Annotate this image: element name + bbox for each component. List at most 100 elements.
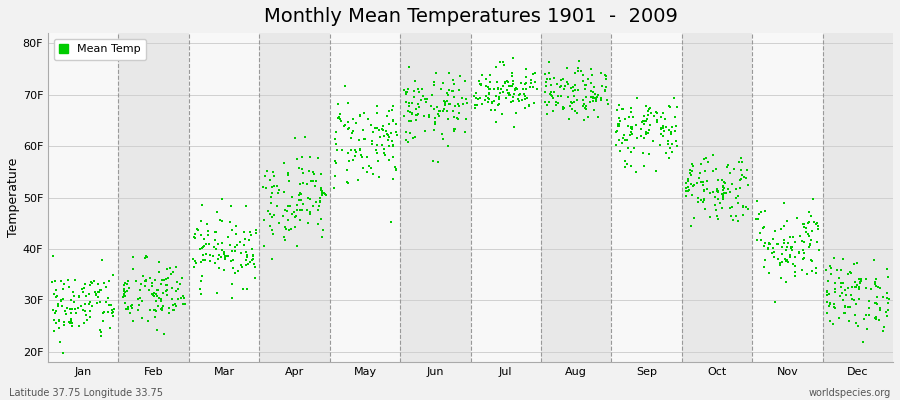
Point <box>630 95 644 102</box>
Point <box>834 284 849 290</box>
Point <box>399 98 413 105</box>
Point <box>266 184 280 190</box>
Point <box>867 256 881 263</box>
Point <box>349 120 364 126</box>
Point <box>504 83 518 89</box>
Point <box>507 91 521 97</box>
Point <box>356 110 371 116</box>
Point <box>498 61 512 68</box>
Point <box>836 310 850 316</box>
Point <box>503 92 517 98</box>
Point <box>348 149 363 155</box>
Point <box>500 86 515 93</box>
Point <box>310 178 324 184</box>
Point <box>538 83 553 90</box>
Point <box>615 140 629 146</box>
Point <box>618 158 633 165</box>
Point <box>506 77 520 84</box>
Point <box>404 100 419 106</box>
Point <box>294 154 309 160</box>
Point <box>864 286 878 292</box>
Point <box>650 117 664 123</box>
Point <box>266 227 280 233</box>
Point <box>277 206 292 213</box>
Point <box>410 111 424 118</box>
Point <box>725 181 740 188</box>
Point <box>270 182 284 189</box>
Point <box>734 155 748 162</box>
Point <box>842 268 857 275</box>
Point <box>828 304 842 311</box>
Point <box>451 101 465 107</box>
Point <box>68 277 82 284</box>
Point <box>436 106 451 112</box>
Point <box>716 185 731 191</box>
Point <box>788 272 803 279</box>
Point <box>331 114 346 121</box>
Point <box>313 216 328 222</box>
Point <box>693 170 707 176</box>
Point <box>56 296 70 303</box>
Point <box>656 125 670 132</box>
Point <box>763 240 778 247</box>
Point <box>588 91 602 98</box>
Point <box>290 207 304 214</box>
Point <box>847 312 861 318</box>
Point <box>149 298 164 304</box>
Point <box>166 296 180 302</box>
Point <box>427 106 441 112</box>
Point <box>217 250 231 257</box>
Point <box>125 305 140 312</box>
Point <box>289 212 303 219</box>
Point <box>524 76 538 83</box>
Point <box>65 323 79 329</box>
Point <box>873 304 887 311</box>
Point <box>399 137 413 144</box>
Point <box>187 264 202 270</box>
Point <box>50 287 64 294</box>
Point <box>177 301 192 308</box>
Point <box>757 223 771 230</box>
Point <box>101 295 115 301</box>
Bar <box>752 33 823 362</box>
Point <box>425 91 439 98</box>
Point <box>356 164 370 171</box>
Text: worldspecies.org: worldspecies.org <box>809 388 891 398</box>
Point <box>436 135 450 142</box>
Point <box>284 194 299 200</box>
Point <box>382 120 396 127</box>
Point <box>822 291 836 297</box>
Point <box>566 93 580 100</box>
Point <box>826 254 841 261</box>
Point <box>256 184 270 190</box>
Point <box>237 242 251 248</box>
Point <box>781 239 796 246</box>
Point <box>317 190 331 196</box>
Point <box>808 264 823 271</box>
Point <box>731 193 745 199</box>
Point <box>694 197 708 204</box>
Point <box>579 106 593 112</box>
Point <box>123 303 138 309</box>
Point <box>837 286 851 293</box>
Point <box>849 320 863 327</box>
Point <box>562 116 576 122</box>
Point <box>711 196 725 202</box>
Point <box>432 108 446 114</box>
Point <box>820 292 834 298</box>
Point <box>196 244 211 250</box>
Point <box>77 320 92 327</box>
Point <box>568 70 582 76</box>
Point <box>332 114 347 120</box>
Point <box>698 196 712 202</box>
Point <box>504 99 518 106</box>
Point <box>656 123 670 130</box>
Point <box>483 79 498 85</box>
Point <box>248 227 263 233</box>
Point <box>617 164 632 170</box>
Point <box>223 218 238 225</box>
Point <box>662 103 676 109</box>
Point <box>656 110 670 116</box>
Point <box>341 100 356 106</box>
Point <box>389 121 403 127</box>
